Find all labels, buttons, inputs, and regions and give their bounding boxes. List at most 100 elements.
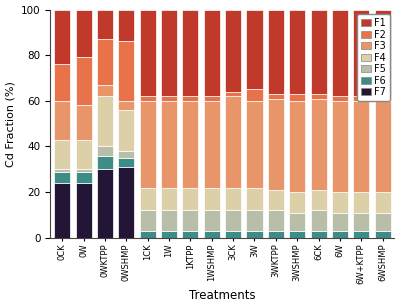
Bar: [76, 169, 92, 172]
Bar: [161, 210, 177, 231]
Bar: [332, 192, 348, 213]
Bar: [97, 146, 113, 156]
Bar: [353, 192, 369, 213]
Bar: [182, 96, 198, 101]
Bar: [118, 167, 134, 238]
Bar: [289, 192, 305, 213]
Bar: [204, 96, 220, 101]
Bar: [118, 101, 134, 110]
Bar: [54, 169, 70, 172]
Bar: [289, 101, 305, 192]
Bar: [161, 188, 177, 210]
Bar: [246, 188, 262, 210]
Bar: [97, 156, 113, 169]
Bar: [353, 96, 369, 101]
Bar: [375, 96, 391, 101]
Bar: [54, 183, 70, 238]
Bar: [54, 172, 70, 183]
Bar: [225, 188, 241, 210]
Bar: [375, 231, 391, 238]
Bar: [375, 10, 391, 96]
Bar: [118, 158, 134, 167]
Bar: [332, 101, 348, 192]
Bar: [310, 99, 327, 190]
Bar: [268, 99, 284, 190]
Bar: [76, 10, 92, 58]
Bar: [76, 183, 92, 238]
Bar: [140, 188, 156, 210]
Bar: [182, 210, 198, 231]
Bar: [161, 10, 177, 96]
Bar: [375, 192, 391, 213]
Bar: [310, 94, 327, 99]
Bar: [289, 94, 305, 101]
Bar: [97, 10, 113, 39]
Bar: [289, 10, 305, 94]
Bar: [182, 10, 198, 96]
Bar: [225, 10, 241, 92]
Bar: [268, 210, 284, 231]
Bar: [246, 10, 262, 89]
Bar: [140, 10, 156, 96]
Bar: [140, 96, 156, 101]
Bar: [268, 231, 284, 238]
Bar: [204, 210, 220, 231]
Bar: [76, 105, 92, 140]
Bar: [353, 101, 369, 192]
Bar: [310, 190, 327, 210]
Bar: [118, 151, 134, 158]
Bar: [97, 39, 113, 85]
Bar: [246, 231, 262, 238]
Bar: [332, 10, 348, 96]
Bar: [140, 210, 156, 231]
Bar: [225, 92, 241, 96]
Bar: [54, 140, 70, 169]
Legend: F1, F2, F3, F4, F5, F6, F7: F1, F2, F3, F4, F5, F6, F7: [357, 14, 390, 101]
Bar: [310, 231, 327, 238]
Bar: [76, 58, 92, 105]
Bar: [54, 64, 70, 101]
Bar: [246, 89, 262, 101]
Bar: [332, 213, 348, 231]
Bar: [140, 231, 156, 238]
Bar: [225, 210, 241, 231]
Bar: [332, 231, 348, 238]
Bar: [353, 231, 369, 238]
Bar: [204, 10, 220, 96]
Bar: [118, 110, 134, 151]
Bar: [140, 101, 156, 188]
Bar: [289, 213, 305, 231]
Bar: [97, 85, 113, 96]
Bar: [310, 10, 327, 94]
Bar: [353, 213, 369, 231]
Bar: [268, 190, 284, 210]
Bar: [204, 188, 220, 210]
Bar: [375, 213, 391, 231]
Bar: [182, 188, 198, 210]
Bar: [118, 10, 134, 42]
Bar: [246, 210, 262, 231]
Bar: [353, 10, 369, 96]
Bar: [225, 231, 241, 238]
Bar: [161, 231, 177, 238]
Bar: [310, 210, 327, 231]
Bar: [76, 140, 92, 169]
X-axis label: Treatments: Treatments: [189, 290, 256, 302]
Bar: [246, 101, 262, 188]
Bar: [375, 101, 391, 192]
Bar: [204, 231, 220, 238]
Bar: [182, 231, 198, 238]
Bar: [161, 101, 177, 188]
Bar: [97, 96, 113, 146]
Bar: [289, 231, 305, 238]
Y-axis label: Cd Fraction (%): Cd Fraction (%): [6, 81, 16, 167]
Bar: [182, 101, 198, 188]
Bar: [225, 96, 241, 188]
Bar: [268, 10, 284, 94]
Bar: [268, 94, 284, 99]
Bar: [204, 101, 220, 188]
Bar: [54, 10, 70, 64]
Bar: [76, 172, 92, 183]
Bar: [118, 42, 134, 101]
Bar: [54, 101, 70, 140]
